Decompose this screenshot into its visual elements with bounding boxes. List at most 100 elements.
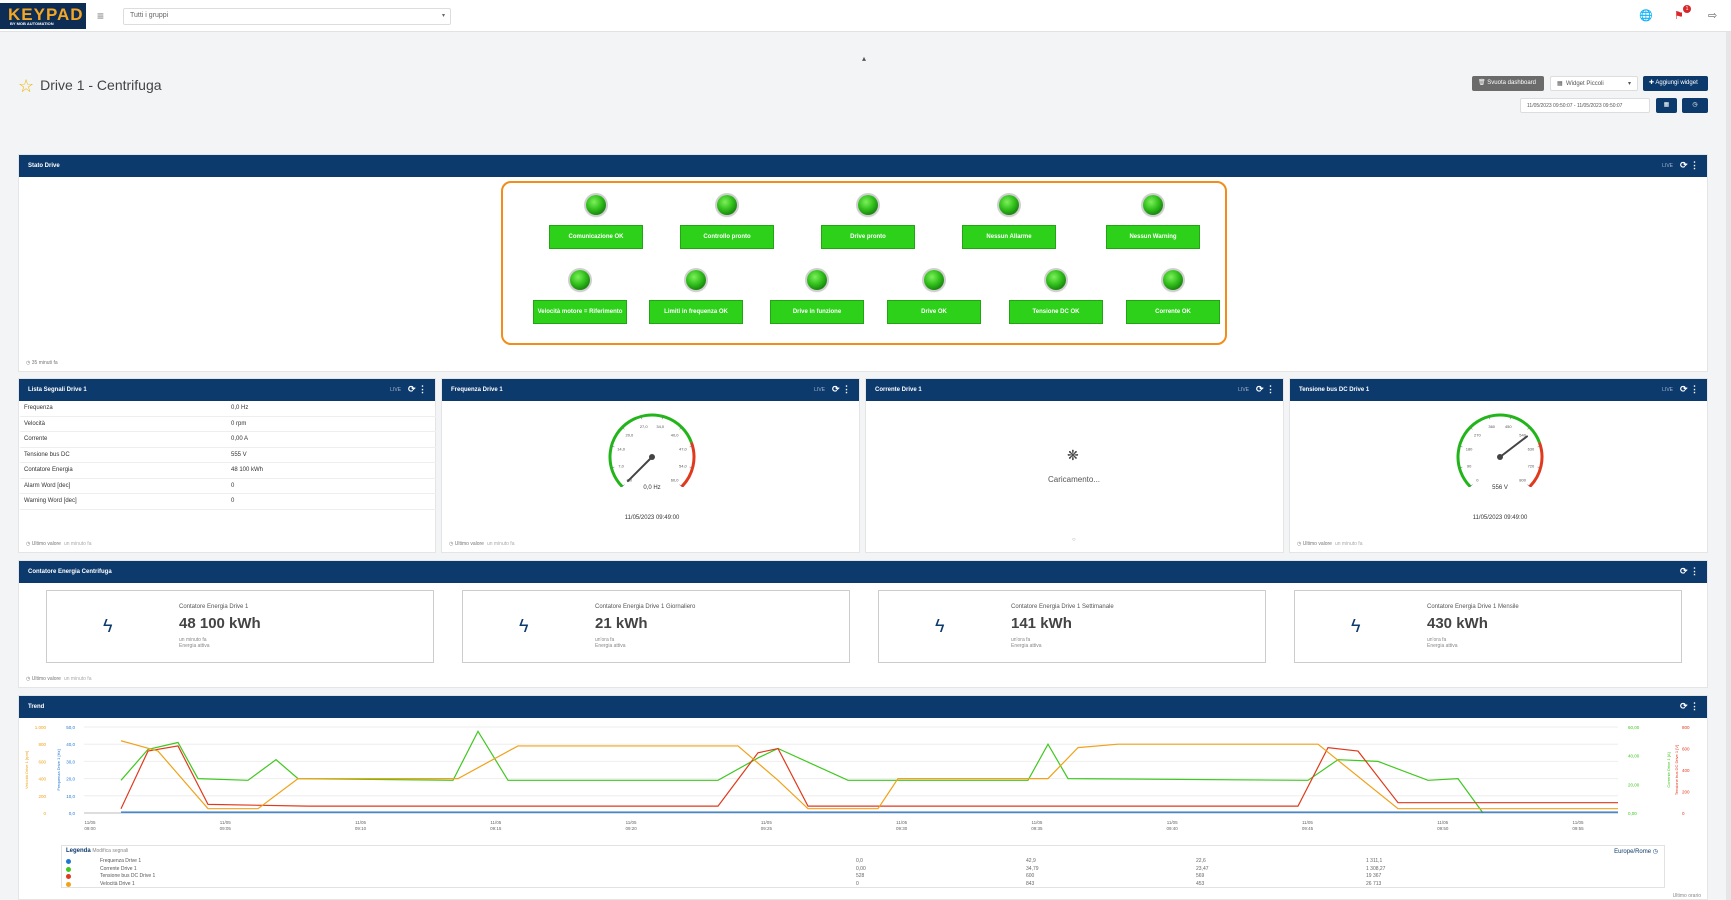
more-icon[interactable]: ⋮ [1690, 566, 1699, 576]
signal-value: 48 100 kWh [231, 467, 264, 473]
app-logo[interactable]: KEYPAD BY MOB AUTOMATION [0, 3, 86, 29]
legend-stat: 42,9 [1026, 858, 1036, 864]
calendar-icon[interactable]: ▦ [1656, 98, 1677, 113]
axis-title: Velocità Drive 1 [rpm] [24, 751, 29, 789]
signal-name: Contatore Energia [24, 467, 73, 473]
panel-header: Stato Drive LIVE ⟳ ⋮ [19, 155, 1707, 177]
legend-stat: 0,00 [856, 865, 866, 872]
x-tick-label: 09:15 [490, 826, 502, 831]
refresh-icon[interactable]: ⟳ [1679, 160, 1688, 170]
globe-icon[interactable]: 🌐 [1639, 10, 1653, 22]
more-icon[interactable]: ⋮ [1266, 384, 1275, 394]
status-led [586, 195, 606, 215]
add-widget-button[interactable]: ✚ Aggiungi widget [1643, 76, 1708, 91]
status-label: Controllo pronto [680, 225, 774, 249]
date-range-input[interactable]: 11/05/2023 09:50:07 - 11/05/2023 09:50:0… [1520, 98, 1650, 113]
status-label: Drive in funzione [770, 300, 864, 324]
legend-row[interactable]: Frequenza Drive 1 0,0 42,9 22,6 1 311,1 [66, 858, 1656, 865]
signal-value: 0,0 Hz [231, 405, 249, 411]
energy-card[interactable]: ϟ Contatore Energia Drive 1 Mensile 430 kW… [1294, 590, 1682, 663]
axis-tick-label: 60,00 [1628, 725, 1640, 730]
refresh-icon[interactable]: ⟳ [1679, 701, 1688, 711]
more-icon[interactable]: ⋮ [842, 384, 851, 394]
panel-header: Lista Segnali Drive 1 LIVE ⟳ ⋮ [19, 379, 435, 401]
frequency-timestamp: 11/05/2023 09:49:00 [624, 515, 680, 521]
legend-stat: 19 367 [1366, 873, 1382, 879]
refresh-icon[interactable]: ⟳ [1679, 384, 1688, 394]
gauge-tick [661, 416, 664, 420]
axis-tick-label: 40,0 [66, 742, 75, 747]
energy-time: un'ora fa [595, 637, 615, 643]
energy-card[interactable]: ϟ Contatore Energia Drive 1 Giornaliero 21… [462, 590, 850, 663]
gauge-tick [1527, 484, 1530, 487]
corrente-panel: Corrente Drive 1 LIVE ⟳ ⋮ ❋ Caricamento.… [865, 378, 1284, 553]
gauge-tick-label: 7,0 [618, 463, 624, 468]
x-tick-label: 11/05 [1573, 820, 1584, 825]
panel-footer: ◷ Ultimo valore un minuto fa [1297, 541, 1363, 547]
status-led [717, 195, 737, 215]
legend-row[interactable]: Velocità Drive 1 0 843 453 26 713 [66, 881, 1656, 888]
panel-header: Trend ⟳ ⋮ [19, 696, 1707, 718]
more-icon[interactable]: ⋮ [1690, 384, 1699, 394]
axis-tick-label: 400 [38, 777, 46, 782]
x-tick-label: 11/05 [1031, 820, 1042, 825]
gauge-tick-label: 27,0 [640, 424, 649, 429]
notification-badge: 1 [1683, 5, 1691, 13]
gauge-tick-label: 60,0 [671, 478, 680, 483]
x-tick-label: 11/05 [220, 820, 231, 825]
axis-title: Tensione bus DC Drive 1 [V] [1674, 745, 1679, 795]
collapse-handle[interactable]: ▴ [862, 54, 867, 63]
favorite-star-icon[interactable]: ☆ [18, 76, 35, 96]
trend-chart[interactable]: 1.000 800 600 400 200 0 50,0 40,0 30,0 20,0 10,0 0,… [18, 717, 1708, 842]
legend-row[interactable]: Tensione bus DC Drive 1 528 600 569 19 367 [66, 873, 1656, 880]
refresh-icon[interactable]: ⟳ [1679, 566, 1688, 576]
axis-tick-label: 600 [1682, 747, 1690, 752]
refresh-icon[interactable]: ⟳ [831, 384, 840, 394]
gauge-tick-label: 20,0 [625, 432, 634, 437]
energy-label: Contatore Energia Drive 1 Mensile [1427, 604, 1519, 610]
refresh-icon[interactable]: ⟳ [1255, 384, 1264, 394]
axis-tick-label: 800 [38, 742, 46, 747]
edit-signals-link[interactable]: Modifica segnali [92, 848, 129, 854]
more-icon[interactable]: ⋮ [1690, 160, 1699, 170]
gauge-tick [689, 466, 693, 469]
trend-legend: Legenda Modifica segnali Europe/Rome ◷ F… [61, 845, 1665, 888]
status-led [1143, 195, 1163, 215]
legend-stat: 528 [856, 873, 865, 879]
lista-segnali-panel: Lista Segnali Drive 1 LIVE ⟳ ⋮ Frequenza… [18, 378, 436, 553]
gauge-tick [611, 445, 615, 448]
widget-size-select[interactable]: ▦ Widget Piccoli ▾ [1550, 76, 1638, 91]
energy-card[interactable]: ϟ Contatore Energia Drive 1 Settimanale 14… [878, 590, 1266, 663]
energy-card[interactable]: ϟ Contatore Energia Drive 1 48 100 kWh un m… [46, 590, 434, 663]
menu-icon[interactable]: ≡ [97, 9, 105, 23]
trend-series-line [120, 745, 1618, 809]
bell-icon[interactable]: ⚑ [1674, 10, 1684, 22]
more-icon[interactable]: ⋮ [418, 384, 427, 394]
energy-type: Energia attiva [1427, 643, 1458, 649]
table-row: Contatore Energia 48 100 kWh [20, 463, 436, 479]
gauge-tick-label: 54,0 [679, 463, 688, 468]
group-select[interactable]: Tutti i gruppi ▾ [123, 8, 451, 25]
timezone-label[interactable]: Europe/Rome ◷ [1614, 849, 1658, 855]
signal-value: 0 rpm [231, 420, 247, 427]
refresh-icon[interactable]: ⟳ [407, 384, 416, 394]
trend-footer: Ultimo orario [1672, 893, 1701, 899]
status-label: Corrente OK [1126, 300, 1220, 324]
gauge-tick [640, 416, 643, 420]
gauge-tick [1537, 466, 1541, 469]
legend-name: Corrente Drive 1 [100, 865, 137, 872]
frequenza-panel: Frequenza Drive 1 LIVE ⟳ ⋮ 0,07,014,020,… [441, 378, 860, 553]
clear-dashboard-button[interactable]: 🗑 Svuota dashboard [1472, 76, 1544, 91]
more-icon[interactable]: ⋮ [1690, 701, 1699, 711]
energy-time: un'ora fa [1427, 637, 1447, 643]
gauge-arc-alarm [1528, 442, 1544, 487]
lightning-icon: ϟ [103, 616, 113, 636]
axis-tick-label: 0,00 [1628, 811, 1637, 816]
page-scrollbar[interactable] [1726, 32, 1731, 900]
x-tick-label: 09:20 [625, 826, 637, 831]
clock-icon[interactable]: ◷ [1682, 98, 1708, 113]
legend-row[interactable]: Corrente Drive 1 0,00 34,79 23,47 1 308,27 [66, 866, 1656, 873]
loading-text: Caricamento... [1048, 475, 1101, 484]
page-title: ☆ Drive 1 - Centrifuga [18, 76, 162, 96]
logout-icon[interactable]: ⇨ [1708, 10, 1718, 22]
